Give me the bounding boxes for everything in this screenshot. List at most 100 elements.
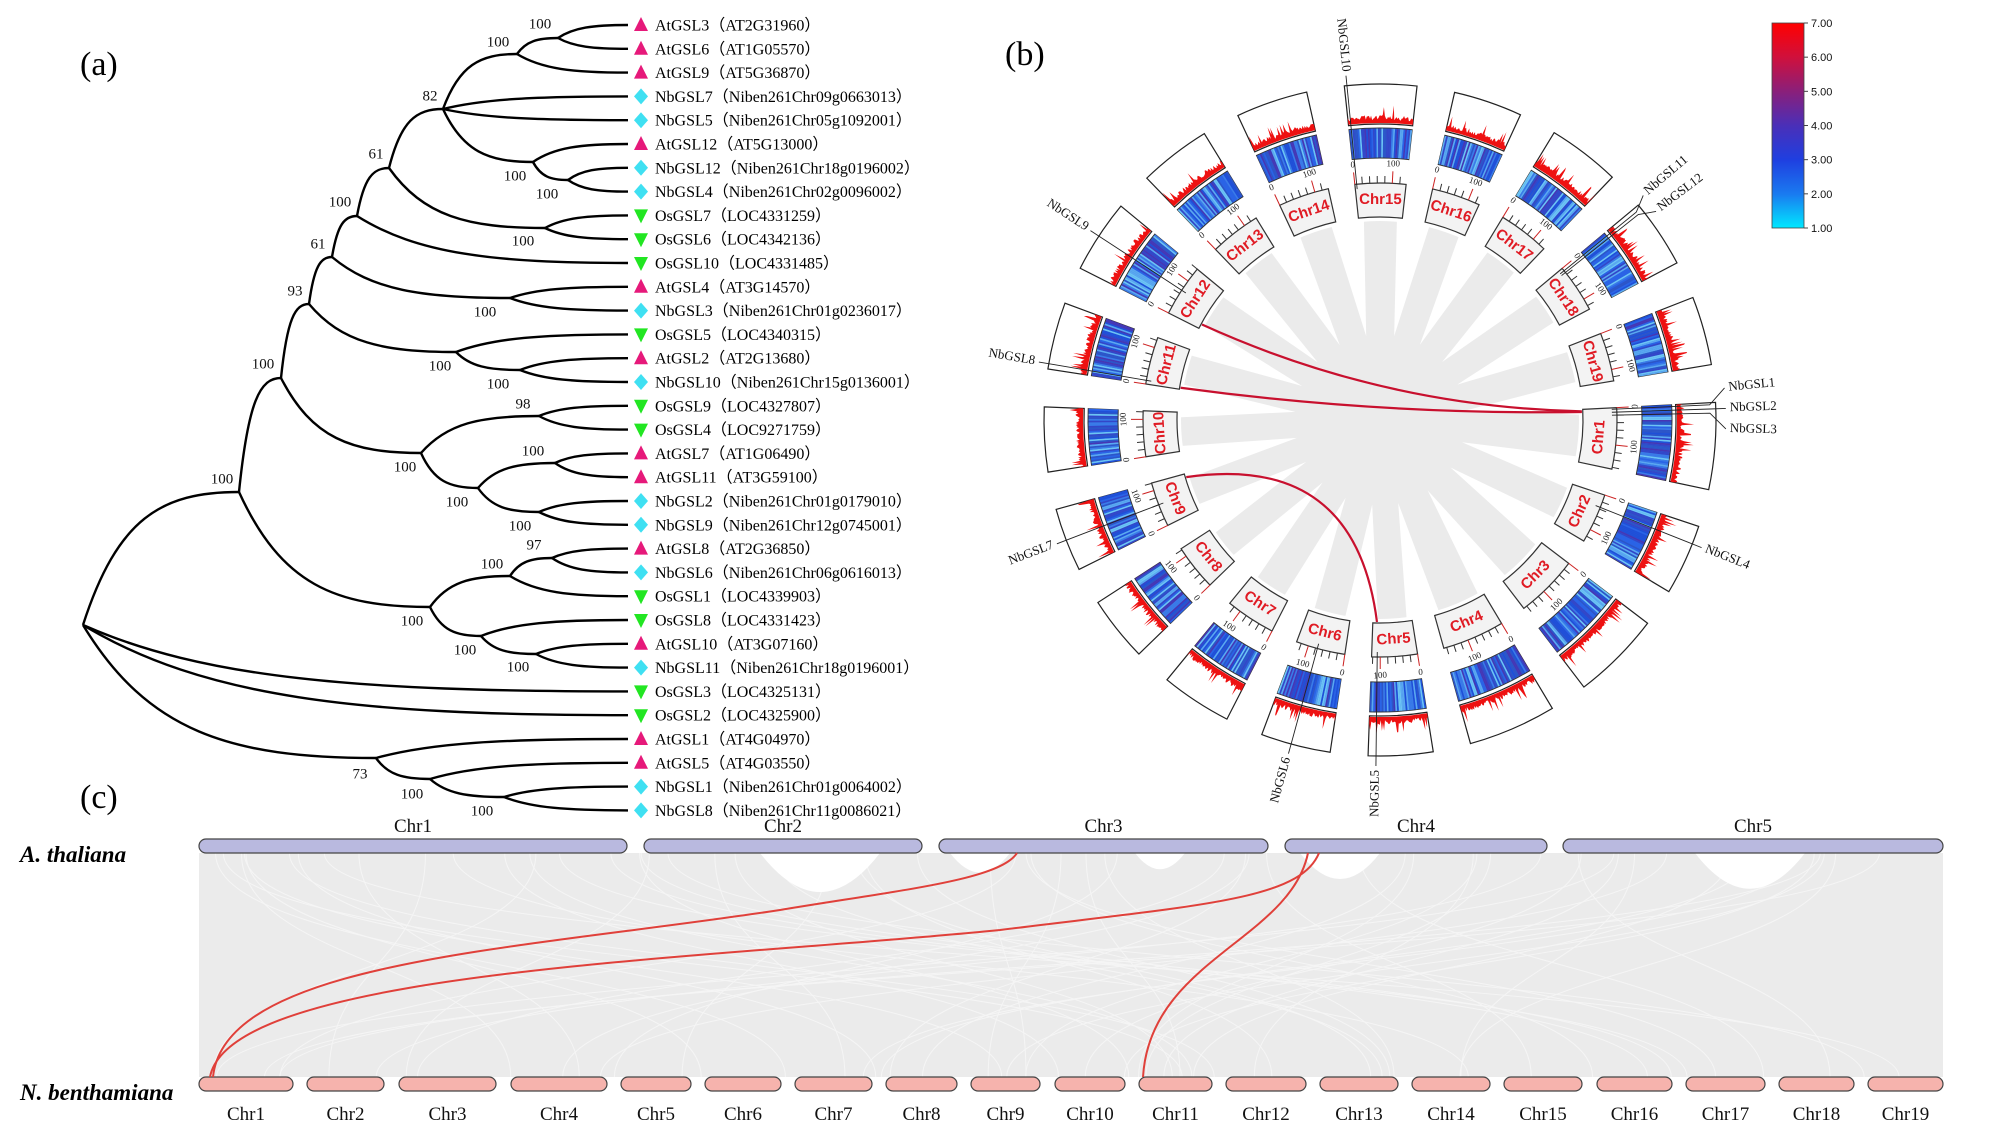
collinear-block-line xyxy=(1460,852,1636,1078)
heatmap-cell xyxy=(1128,270,1155,287)
gap-wedge xyxy=(1232,482,1323,579)
collinear-block-line xyxy=(240,852,512,1078)
tree-branch xyxy=(429,761,629,781)
gene-leader-line xyxy=(1375,651,1378,766)
gap-wedge xyxy=(1221,271,1318,363)
heatmap-cell xyxy=(1642,419,1672,422)
expression-histogram xyxy=(1635,514,1677,580)
gene-leader-line xyxy=(1038,361,1152,382)
collinear-block-line xyxy=(1030,852,1594,1078)
heatmap-cell xyxy=(1603,267,1630,285)
scale-tick-label: 100 xyxy=(1129,333,1142,349)
heatmap-cell xyxy=(1490,657,1505,685)
scale-tick xyxy=(1169,295,1176,301)
heatmap-cell xyxy=(1401,129,1406,159)
tree-branch xyxy=(81,490,240,626)
triangle-up-marker-icon xyxy=(634,136,648,150)
heatmap-cell xyxy=(1318,676,1326,706)
heatmap-cell xyxy=(1584,583,1608,604)
syntenic-gene-pair-link xyxy=(1142,852,1309,1078)
collinear-block-line xyxy=(264,852,1880,1078)
heatmap-cell xyxy=(1606,551,1633,568)
heatmap-cell xyxy=(1399,129,1404,159)
nb-chromosome-label: Chr12 xyxy=(1242,1104,1290,1125)
heatmap-cell xyxy=(1538,187,1558,212)
heatmap-cell xyxy=(1326,678,1334,707)
scale-tick xyxy=(1600,328,1613,335)
scale-tick-label: 0 xyxy=(1145,299,1156,309)
heatmap-cell xyxy=(1642,424,1672,427)
scale-tick xyxy=(1311,180,1316,193)
collinear-block-line xyxy=(1006,852,1825,1078)
heatmap-cell xyxy=(1119,286,1147,302)
heatmap-cell xyxy=(1105,507,1133,519)
heatmap-cell xyxy=(1121,283,1148,299)
heatmap-cell xyxy=(1455,140,1466,170)
heatmap-cell xyxy=(1214,178,1233,204)
heatmap-cell xyxy=(1608,276,1635,292)
heatmap-cell xyxy=(1195,622,1215,647)
gap-wedge xyxy=(1442,271,1538,363)
gene-leader-line xyxy=(1056,502,1164,545)
heatmap-cell xyxy=(1223,173,1241,199)
heatmap-cell xyxy=(1393,128,1397,158)
scale-tick-label: 0 xyxy=(1614,323,1625,330)
heatmap-cell xyxy=(1088,413,1118,416)
heatmap-cell xyxy=(1454,140,1465,169)
segmental-duplication-link xyxy=(1180,386,1582,414)
heatmap-cell xyxy=(1591,248,1617,267)
heatmap-cell xyxy=(1615,534,1643,549)
heatmap-cell xyxy=(1550,198,1571,222)
triangle-up-marker-icon xyxy=(634,469,648,484)
heatmap-cell xyxy=(1104,323,1133,335)
leaf-label: NbGSL10（Niben261Chr15g0136001） xyxy=(655,374,920,392)
gap-wedge xyxy=(1457,321,1570,385)
gene-label: NbGSL2 xyxy=(1730,398,1777,415)
heatmap-cell xyxy=(1610,280,1637,296)
heatmap-cell xyxy=(1593,250,1619,269)
heatmap-cell xyxy=(1092,372,1122,379)
triangle-up-marker-icon xyxy=(634,64,648,79)
diamond-marker-icon xyxy=(634,493,648,509)
heatmap-cell xyxy=(1641,441,1671,446)
heatmap-cell xyxy=(1467,145,1479,173)
heatmap-cell xyxy=(1108,514,1136,527)
bottom-species-label: N. benthamiana xyxy=(19,1080,173,1105)
nb-chromosome-label: Chr1 xyxy=(227,1104,265,1125)
heatmap-cell xyxy=(1531,181,1550,207)
scale-tick-label: 0 xyxy=(1418,667,1424,677)
leaf-label: NbGSL5（Niben261Chr05g1092001） xyxy=(655,112,912,130)
heatmap-cell xyxy=(1406,681,1411,711)
heatmap-cell xyxy=(1512,646,1529,672)
heatmap-cell xyxy=(1357,129,1362,159)
diamond-marker-icon xyxy=(634,564,648,581)
heatmap-cell xyxy=(1641,444,1671,449)
scale-tick xyxy=(1241,615,1247,622)
heatmap-cell xyxy=(1470,665,1483,694)
gene-density-heatmap xyxy=(1437,134,1503,183)
heatmap-cell xyxy=(1637,361,1666,370)
collinear-block-line xyxy=(1025,852,1478,1078)
heatmap-cell xyxy=(1328,678,1335,708)
nb-chromosome-label: Chr6 xyxy=(724,1104,762,1125)
heatmap-cell xyxy=(1259,153,1274,181)
heatmap-cell xyxy=(1415,679,1422,709)
heatmap-cell xyxy=(1560,609,1582,632)
heatmap-cell xyxy=(1311,675,1320,704)
heatmap-cell xyxy=(1147,242,1172,262)
heatmap-cell xyxy=(1291,141,1302,170)
heatmap-cell xyxy=(1572,597,1595,619)
scale-tick xyxy=(1189,567,1196,573)
expression-histogram xyxy=(1070,314,1102,375)
heatmap-cell xyxy=(1639,457,1669,464)
heatmap-cell xyxy=(1092,369,1122,376)
heatmap-cell xyxy=(1381,128,1384,158)
bootstrap-value: 61 xyxy=(369,146,384,162)
heatmap-cell xyxy=(1088,425,1118,428)
heatmap-cell xyxy=(1509,647,1526,674)
heatmap-cell xyxy=(1608,547,1635,564)
heatmap-cell xyxy=(1553,201,1575,225)
